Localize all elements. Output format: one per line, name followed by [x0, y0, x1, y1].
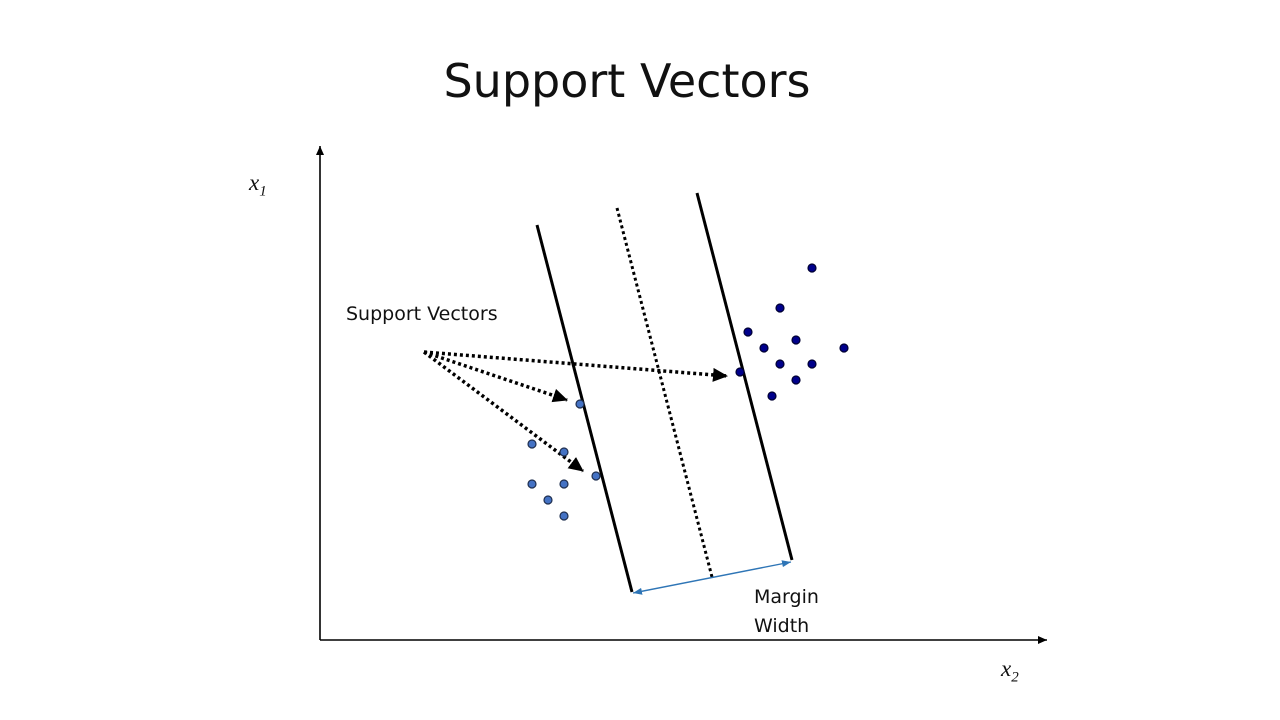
- class-b-points: [735, 263, 849, 401]
- data-point: [735, 367, 745, 377]
- data-point: [527, 439, 537, 449]
- data-point: [839, 343, 849, 353]
- pointer-arrow-right-sv: [423, 350, 728, 382]
- data-point: [775, 303, 785, 313]
- data-point: [807, 263, 817, 273]
- pointer-arrow-upper-left-sv: [423, 350, 568, 403]
- slide-title: Support Vectors: [443, 54, 811, 108]
- class-a-points: [527, 399, 601, 521]
- data-point: [543, 495, 553, 505]
- data-point: [527, 479, 537, 489]
- data-point: [775, 359, 785, 369]
- data-point: [559, 447, 569, 457]
- data-point: [591, 471, 601, 481]
- data-point: [767, 391, 777, 401]
- pointer-arrow-lower-left-sv: [422, 350, 585, 473]
- data-point: [791, 335, 801, 345]
- margin-width-label: Margin Width: [754, 583, 819, 641]
- decision-hyperplane: [615, 207, 714, 578]
- data-point: [759, 343, 769, 353]
- horizontal-axis-label: x2: [1001, 656, 1019, 686]
- data-point: [559, 511, 569, 521]
- margin-label-line-2: Width: [754, 615, 810, 637]
- data-point: [791, 375, 801, 385]
- data-point: [559, 479, 569, 489]
- margin-width-arrow: [632, 560, 792, 595]
- data-point: [743, 327, 753, 337]
- left-margin-boundary: [535, 224, 634, 593]
- margin-label-line-1: Margin: [754, 586, 819, 608]
- data-point: [807, 359, 817, 369]
- right-margin-boundary: [695, 192, 794, 561]
- data-point: [575, 399, 585, 409]
- vertical-axis-label: x1: [249, 170, 267, 200]
- support-vectors-label: Support Vectors: [346, 303, 498, 325]
